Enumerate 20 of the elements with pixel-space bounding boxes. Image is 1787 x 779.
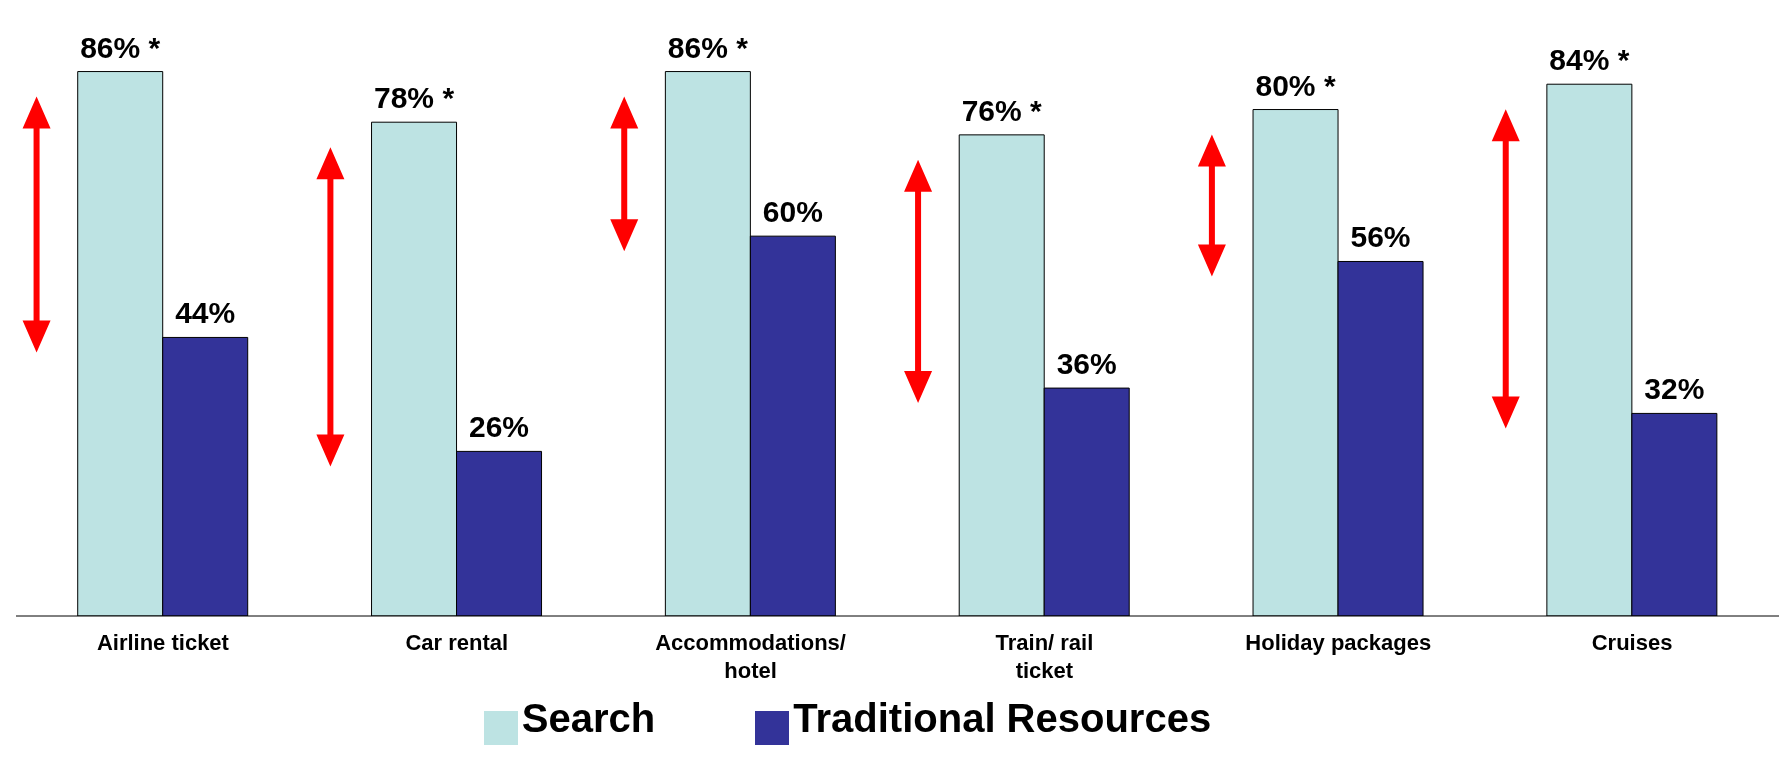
data-label: 60% bbox=[762, 195, 823, 229]
legend-label: Search bbox=[521, 696, 656, 740]
data-label: 76% * bbox=[961, 93, 1043, 127]
x-tick-label: Holiday packages bbox=[1245, 630, 1432, 655]
data-label: 44% bbox=[175, 296, 236, 330]
data-label: 80% * bbox=[1255, 68, 1336, 102]
data-label: 26% bbox=[469, 410, 530, 444]
data-label: 78% * bbox=[374, 81, 455, 115]
data-label: 36% bbox=[1056, 347, 1117, 381]
x-tick-label: Accommodations/ hotel bbox=[655, 630, 846, 683]
x-tick-label: Car rental bbox=[405, 630, 509, 655]
data-label: 86% * bbox=[667, 30, 749, 64]
x-tick-label: Train/ rail ticket bbox=[995, 630, 1094, 683]
data-label: 84% * bbox=[1549, 43, 1630, 77]
legend-label: Traditional Resources bbox=[793, 696, 1212, 740]
data-label: 86% * bbox=[80, 30, 161, 64]
data-label: 32% bbox=[1644, 372, 1705, 406]
x-tick-label: Cruises bbox=[1591, 630, 1673, 655]
data-label: 56% bbox=[1350, 220, 1411, 254]
x-tick-label: Airline ticket bbox=[96, 630, 230, 655]
